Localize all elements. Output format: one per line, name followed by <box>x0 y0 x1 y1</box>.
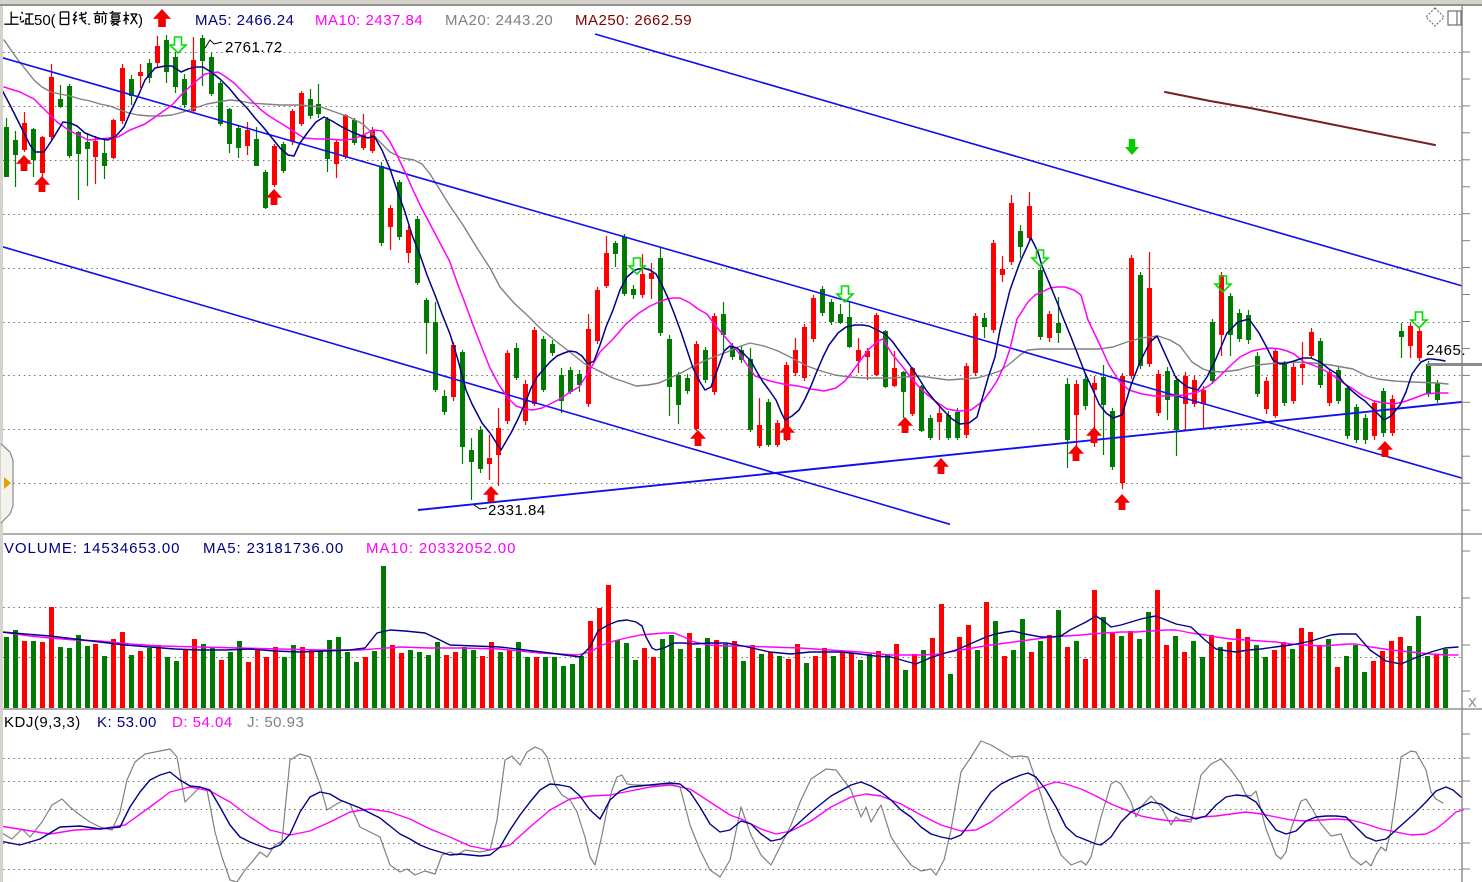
svg-text:2761.72: 2761.72 <box>225 39 283 56</box>
svg-text:2331.84: 2331.84 <box>488 502 546 519</box>
svg-text:MA20: 2443.20: MA20: 2443.20 <box>445 12 553 29</box>
svg-text:J: 50.93: J: 50.93 <box>247 714 304 731</box>
svg-text:KDJ(9,3,3): KDJ(9,3,3) <box>4 714 81 731</box>
svg-text:MA10: 2437.84: MA10: 2437.84 <box>315 12 423 29</box>
svg-text:D: 54.04: D: 54.04 <box>172 714 233 731</box>
svg-text:VOLUME: 14534653.00: VOLUME: 14534653.00 <box>4 540 180 557</box>
svg-text:): ) <box>138 12 143 29</box>
svg-text:MA250: 2662.59: MA250: 2662.59 <box>575 12 692 29</box>
svg-text:50(: 50( <box>34 12 56 29</box>
svg-text:X: X <box>1468 695 1477 710</box>
svg-text:.: . <box>87 12 91 29</box>
svg-text:MA10: 20332052.00: MA10: 20332052.00 <box>366 540 516 557</box>
svg-text:2465.: 2465. <box>1426 342 1466 359</box>
svg-text:K: 53.00: K: 53.00 <box>97 714 157 731</box>
svg-text:MA5: 23181736.00: MA5: 23181736.00 <box>203 540 344 557</box>
svg-text:MA5: 2466.24: MA5: 2466.24 <box>195 12 294 29</box>
